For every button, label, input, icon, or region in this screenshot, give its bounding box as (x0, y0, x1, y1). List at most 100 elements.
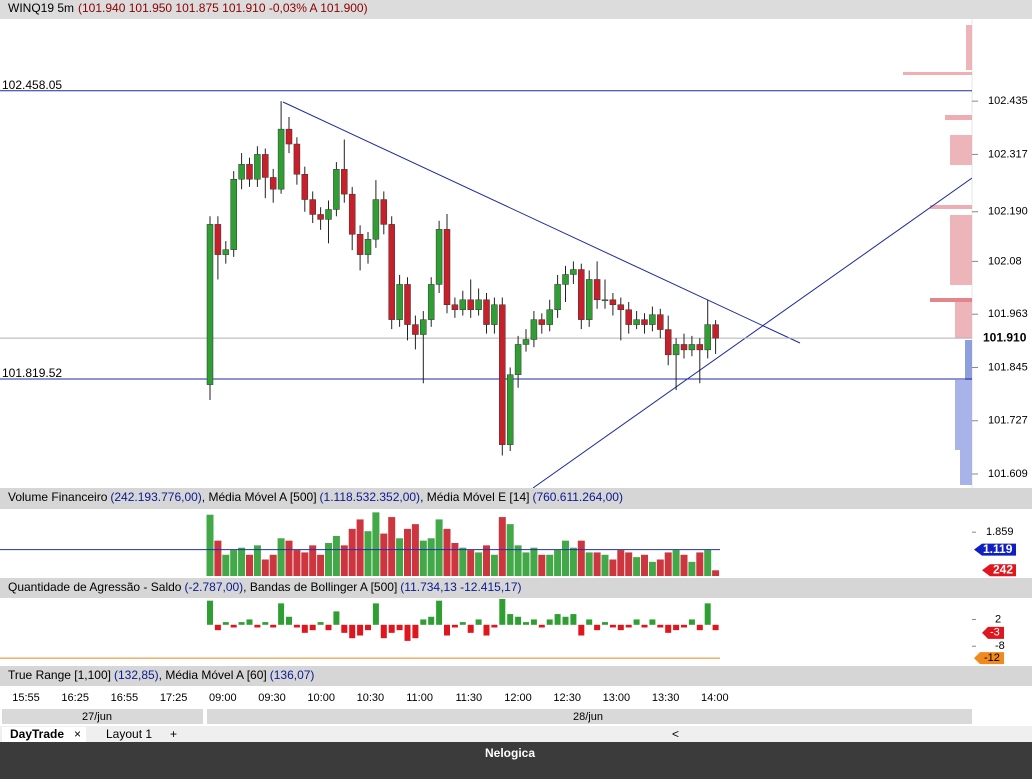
tab-close[interactable]: × (74, 727, 81, 741)
aggression-bar (444, 624, 450, 636)
volume-bar (396, 538, 404, 576)
volume-bar (206, 514, 214, 576)
aggression-bar (617, 624, 624, 631)
volume-bar (246, 554, 253, 576)
aggression-bar (483, 624, 490, 636)
footer (0, 742, 1032, 779)
volume-bar (214, 540, 222, 576)
title-segment: , Bandas de Bollinger A [500] (243, 580, 397, 594)
aggression-bar (641, 624, 648, 628)
volume-bar (459, 547, 467, 576)
volume-bar (498, 517, 506, 576)
volume-bar (490, 554, 498, 576)
panel-header (0, 666, 1032, 686)
candle-body (609, 299, 617, 305)
volume-bar (348, 528, 356, 576)
candle-body (562, 274, 569, 285)
candle-body (641, 319, 648, 325)
y-tick-label: 101.845 (988, 361, 1028, 373)
add-tab[interactable]: + (170, 727, 177, 741)
x-tick-label: 09:30 (258, 692, 286, 704)
volume-bar (340, 545, 348, 576)
aggression-bar (380, 624, 387, 639)
candle-body (214, 224, 222, 255)
volume-bar (688, 561, 696, 576)
candle-body (317, 214, 324, 220)
candle-body (348, 193, 356, 235)
aggression-bar (412, 624, 419, 639)
volume-bar (577, 540, 585, 576)
volume-bar (293, 550, 301, 576)
title-segment: WINQ19 5m (8, 1, 74, 15)
aggression-bar (546, 619, 553, 625)
aggression-bar (491, 624, 498, 628)
aggression-bar (270, 624, 277, 628)
candle-body (483, 299, 490, 325)
tab-active[interactable] (2, 727, 86, 742)
volume-bar (222, 554, 230, 576)
aggression-bar (278, 603, 285, 625)
date-label: 28/jun (573, 711, 603, 723)
x-tick-label: 12:30 (553, 692, 581, 704)
candle-body (325, 209, 332, 220)
aggression-bar (341, 624, 348, 633)
panel-header (0, 488, 1032, 509)
candle-body (451, 304, 459, 310)
candle-body (293, 143, 301, 175)
x-tick-label: 11:30 (455, 692, 482, 704)
candle-body (491, 304, 498, 325)
volume-bar (364, 531, 372, 576)
candle-body (522, 339, 530, 345)
volume-bar (380, 533, 388, 576)
candle-body (372, 199, 380, 240)
volume-bar (569, 547, 577, 576)
x-tick-label: 16:25 (61, 692, 89, 704)
tab-label[interactable]: Layout 1 (106, 727, 152, 741)
aggression-bar (530, 619, 537, 625)
aggression-bar (633, 619, 640, 625)
chart-title: WINQ19 5m (101.940 101.950 101.875 101.91… (8, 1, 368, 15)
tab-bar (0, 726, 1032, 742)
candle-body (467, 299, 474, 310)
volume-bar (514, 545, 522, 576)
volume-bar (419, 540, 427, 576)
volume-bar (230, 550, 238, 576)
candle-body (388, 224, 395, 320)
x-tick-label: 09:00 (209, 692, 237, 704)
aggression-bar (262, 622, 269, 625)
candle-body (633, 319, 640, 325)
tab-label[interactable]: DayTrade (10, 727, 64, 741)
aggression-bar (507, 614, 514, 625)
x-tick-label: 14:00 (701, 692, 729, 704)
aggression-bar (404, 624, 411, 641)
candle-body (546, 309, 553, 325)
candle-body (309, 199, 316, 215)
candle-body (301, 174, 309, 200)
aggression-bar (214, 624, 221, 631)
volume-bar (593, 552, 601, 576)
x-tick-label: 11:00 (406, 692, 433, 704)
volume-bar (467, 550, 475, 576)
scroll-left[interactable]: < (672, 727, 679, 741)
header-bar (0, 0, 1032, 19)
x-tick-label: 10:30 (357, 692, 385, 704)
date-bar (2, 709, 203, 724)
last-label: 242 (993, 562, 1013, 576)
candle-body (688, 344, 696, 351)
y-tick-label: 2 (995, 613, 1001, 625)
candle-body (333, 169, 340, 210)
panel-header (0, 578, 1032, 598)
last-label: -3 (990, 627, 1000, 639)
candle-body (664, 329, 672, 356)
aggression-bar (475, 619, 482, 625)
title-segment: (242.193.776,00) (110, 490, 201, 504)
aggression-bar (688, 619, 695, 625)
volume-bar (435, 519, 443, 576)
candle-body (412, 324, 419, 335)
volume-bar (253, 545, 261, 576)
candle-body (269, 177, 277, 190)
candle-body (475, 299, 482, 310)
volume-bar (585, 552, 593, 576)
panel-title: True Range [1,100] (132,85), Média Móvel … (8, 668, 314, 682)
